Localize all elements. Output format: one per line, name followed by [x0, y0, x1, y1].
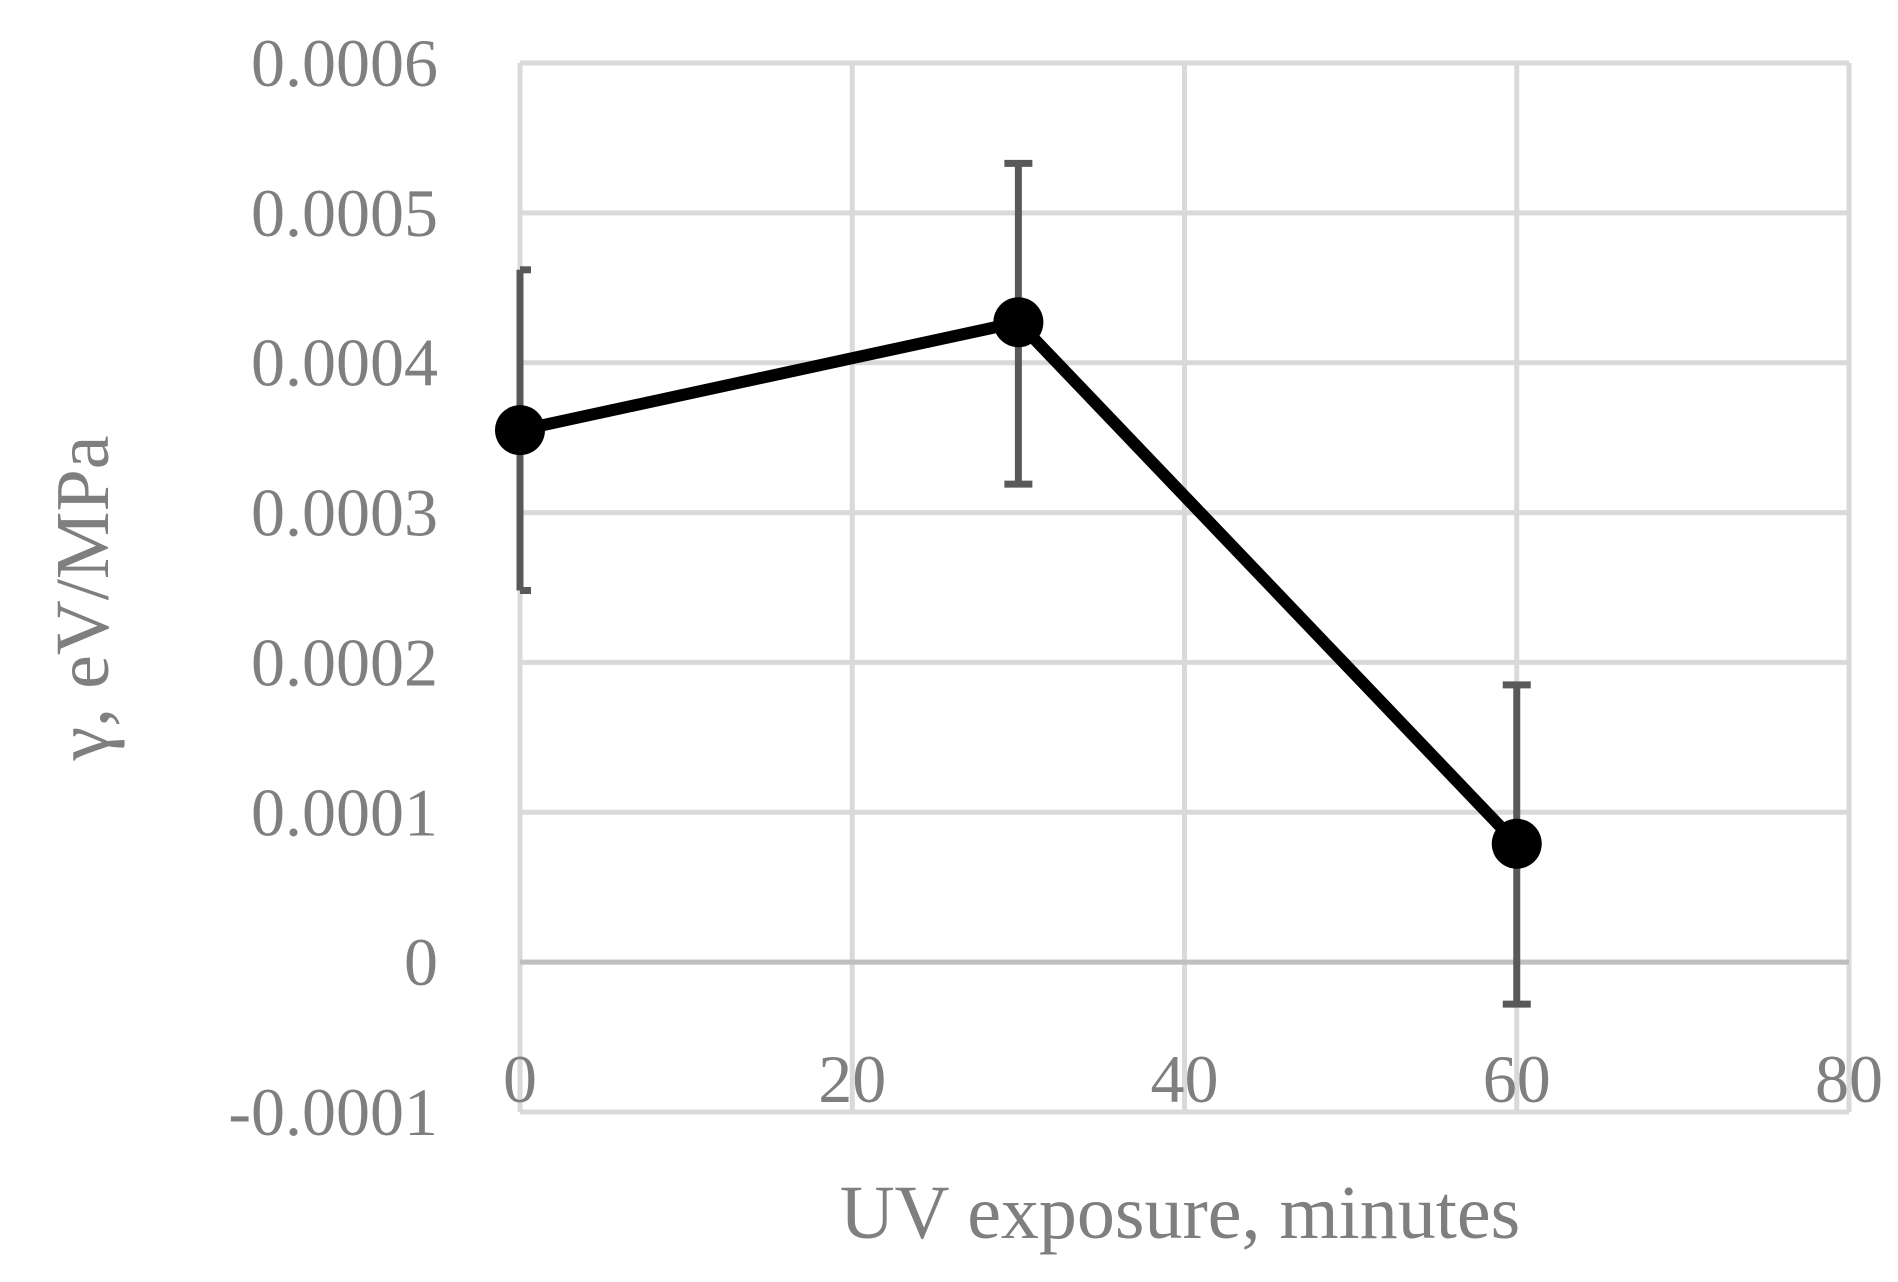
y-tick-label: 0.0006: [251, 25, 438, 101]
y-tick-label: 0.0005: [251, 175, 438, 251]
x-tick-label: 40: [1151, 1041, 1219, 1117]
data-point: [495, 405, 545, 456]
y-tick-label: 0.0002: [251, 624, 438, 700]
y-tick-label: -0.0001: [228, 1074, 438, 1150]
x-tick-label: 60: [1483, 1041, 1551, 1117]
data-point-layer: [495, 297, 1542, 869]
data-point: [993, 297, 1044, 348]
x-tick-label: 0: [503, 1041, 537, 1117]
grid-layer: [517, 60, 1852, 1115]
x-axis-title: UV exposure, minutes: [840, 1171, 1520, 1255]
error-bar-layer: [516, 159, 1531, 1008]
y-tick-label: 0: [404, 924, 438, 1000]
y-axis-title: γ, eV/MPa: [41, 436, 125, 762]
x-tick-label: 20: [818, 1041, 886, 1117]
y-tick-label: 0.0001: [251, 774, 438, 850]
y-tick-label: 0.0004: [251, 325, 438, 401]
data-point: [1491, 818, 1542, 869]
y-tick-label: 0.0003: [251, 475, 438, 551]
tick-label-layer: -0.0001 0 0.0001 0.0002 0.0003 0.0004 0.0005 0.…: [228, 25, 1883, 1150]
x-tick-label: 80: [1815, 1041, 1883, 1117]
